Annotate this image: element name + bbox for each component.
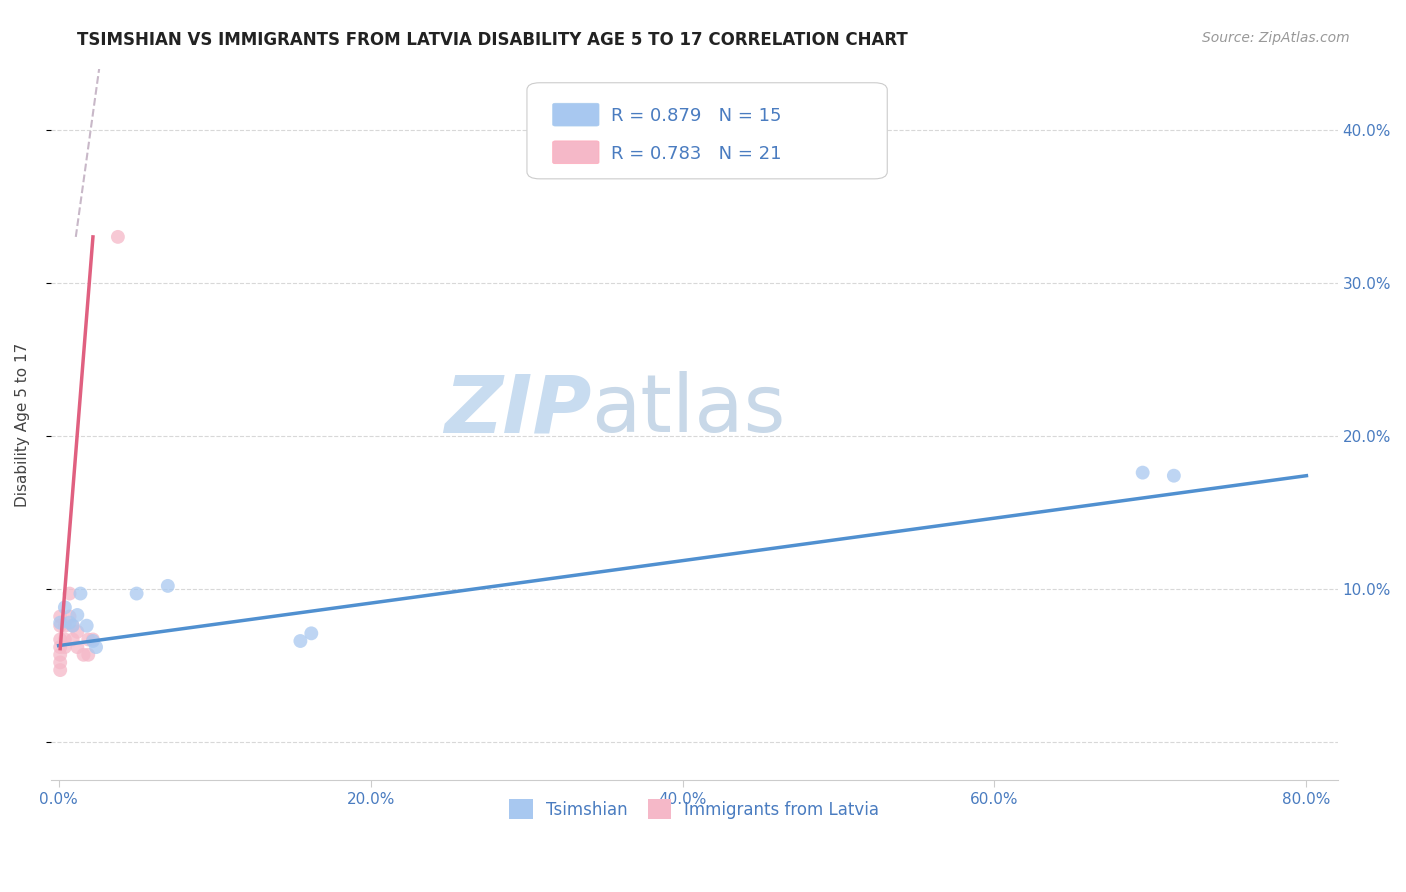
Point: [49, 632, 72, 647]
Point: [49, 609, 72, 624]
Point: [49, 656, 72, 670]
Point: [107, 230, 129, 244]
Point: [72, 648, 94, 662]
Point: [69, 586, 91, 600]
Point: [53, 618, 76, 632]
Point: [66, 624, 89, 639]
Point: [156, 579, 179, 593]
Point: [82, 632, 104, 647]
Point: [84, 640, 107, 654]
Point: [53, 640, 76, 654]
Point: [62, 632, 84, 647]
Legend: Tsimshian, Immigrants from Latvia: Tsimshian, Immigrants from Latvia: [502, 793, 886, 825]
Text: TSIMSHIAN VS IMMIGRANTS FROM LATVIA DISABILITY AGE 5 TO 17 CORRELATION CHART: TSIMSHIAN VS IMMIGRANTS FROM LATVIA DISA…: [77, 31, 908, 49]
Point: [62, 618, 84, 632]
Point: [49, 648, 72, 662]
Point: [1163, 468, 1185, 483]
Point: [77, 632, 100, 647]
Point: [1132, 466, 1154, 480]
Point: [53, 632, 76, 647]
Point: [49, 640, 72, 654]
Point: [66, 607, 89, 622]
Point: [62, 618, 84, 632]
Point: [299, 626, 322, 640]
Point: [58, 615, 80, 630]
FancyBboxPatch shape: [553, 103, 599, 126]
Point: [290, 634, 312, 648]
Point: [58, 586, 80, 600]
Point: [49, 615, 72, 630]
Y-axis label: Disability Age 5 to 17: Disability Age 5 to 17: [15, 343, 30, 507]
Point: [53, 600, 76, 615]
Point: [66, 640, 89, 654]
Point: [125, 586, 148, 600]
Point: [49, 663, 72, 677]
Point: [58, 609, 80, 624]
Text: R = 0.783   N = 21: R = 0.783 N = 21: [610, 145, 782, 162]
Point: [76, 618, 98, 632]
FancyBboxPatch shape: [527, 83, 887, 178]
Text: ZIP: ZIP: [444, 371, 592, 450]
Text: Source: ZipAtlas.com: Source: ZipAtlas.com: [1202, 31, 1350, 45]
Text: atlas: atlas: [592, 371, 786, 450]
Point: [49, 618, 72, 632]
FancyBboxPatch shape: [553, 141, 599, 164]
Text: R = 0.879   N = 15: R = 0.879 N = 15: [610, 107, 782, 125]
Point: [82, 634, 104, 648]
Point: [77, 648, 100, 662]
